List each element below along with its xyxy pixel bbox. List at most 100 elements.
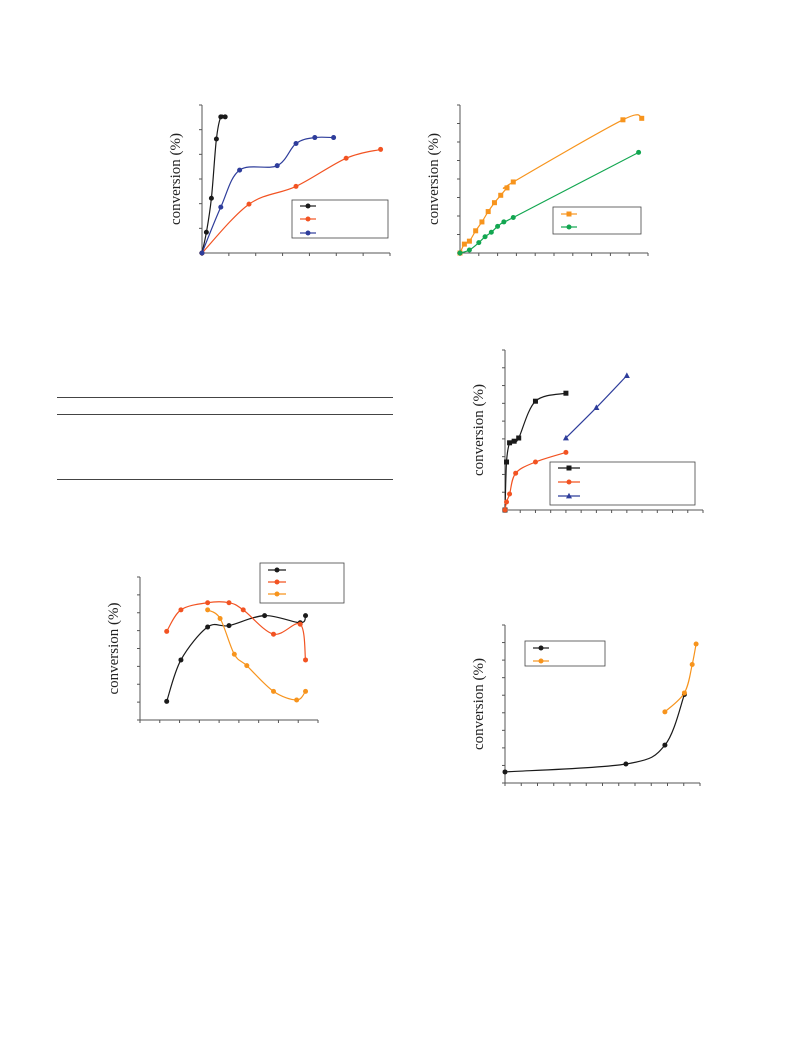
- data-point-red: [343, 155, 349, 161]
- legend-marker-blue: [566, 492, 572, 499]
- legend-box: [524, 640, 606, 667]
- data-point-black: [623, 761, 629, 767]
- chart-panel-5: conversion (%): [471, 624, 701, 786]
- chart-panel-4: conversion (%): [106, 562, 345, 723]
- data-point-orange: [217, 615, 223, 621]
- data-point-red: [303, 657, 309, 663]
- data-point-orange: [479, 219, 485, 225]
- y-axis-label: conversion (%): [471, 658, 487, 750]
- series-black: [502, 692, 687, 775]
- chart-panel-1: conversion (%): [168, 104, 391, 256]
- data-point-black: [532, 398, 538, 404]
- data-point-red: [378, 146, 384, 152]
- data-point-orange: [473, 228, 479, 234]
- legend-marker-red: [274, 579, 280, 585]
- data-point-orange: [693, 641, 699, 647]
- table-top-rule: [57, 397, 393, 398]
- series-line-orange: [664, 643, 697, 713]
- data-point-red: [504, 499, 510, 505]
- data-point-orange: [681, 690, 687, 696]
- data-point-blue: [218, 204, 224, 210]
- data-point-black: [511, 438, 517, 444]
- data-point-black: [507, 440, 513, 446]
- data-point-green: [501, 219, 507, 225]
- series-red: [502, 449, 569, 513]
- legend-box: [552, 206, 642, 235]
- table-bottom-rule: [57, 479, 393, 480]
- data-point-blue: [593, 404, 600, 410]
- data-point-red: [246, 201, 252, 207]
- series-line-orange: [207, 609, 306, 701]
- data-point-blue: [331, 135, 337, 141]
- legend-marker-orange: [538, 658, 544, 664]
- legend-box: [259, 562, 345, 604]
- data-point-orange: [294, 697, 300, 703]
- legend-marker-green: [566, 224, 572, 230]
- series-black: [164, 613, 309, 704]
- legend-marker-black: [305, 203, 311, 209]
- legend: [549, 461, 696, 506]
- data-point-blue: [274, 163, 280, 169]
- data-point-green: [495, 223, 501, 229]
- data-point-blue: [293, 140, 299, 146]
- legend-marker-black: [566, 465, 572, 471]
- series-blue: [562, 372, 630, 441]
- y-axis-label: conversion (%): [426, 133, 442, 225]
- series-red: [164, 600, 309, 663]
- data-point-red: [513, 470, 519, 476]
- data-point-blue: [312, 135, 318, 141]
- chart-panel-3: conversion (%): [471, 349, 704, 513]
- data-point-blue: [199, 250, 205, 256]
- legend: [552, 206, 642, 235]
- legend-marker-blue: [305, 230, 311, 236]
- series-blue: [199, 135, 337, 256]
- data-point-red: [205, 600, 211, 606]
- data-point-black: [178, 657, 184, 663]
- data-point-red: [178, 607, 184, 613]
- data-point-black: [262, 613, 268, 619]
- data-point-black: [662, 742, 668, 748]
- table-header-rule: [57, 414, 393, 415]
- data-point-orange: [689, 662, 695, 667]
- data-point-red: [226, 600, 232, 606]
- series-green: [457, 149, 642, 256]
- data-point-green: [457, 250, 463, 256]
- data-point-orange: [639, 115, 645, 121]
- legend-marker-red: [305, 216, 311, 222]
- data-point-black: [516, 435, 522, 441]
- data-point-black: [203, 229, 209, 235]
- data-point-black: [502, 769, 508, 775]
- data-point-black: [563, 390, 569, 396]
- data-point-black: [226, 623, 232, 629]
- data-point-red: [502, 507, 508, 513]
- data-point-black: [303, 613, 309, 619]
- data-point-blue: [237, 167, 243, 173]
- series-line-black: [504, 694, 685, 773]
- series-orange: [662, 641, 699, 715]
- data-point-orange: [485, 209, 491, 215]
- data-point-green: [476, 240, 482, 246]
- data-point-orange: [466, 238, 472, 244]
- data-point-green: [636, 149, 642, 155]
- y-axis-label: conversion (%): [106, 602, 122, 694]
- data-point-orange: [620, 117, 626, 123]
- data-point-red: [563, 449, 569, 455]
- data-point-black: [164, 698, 170, 704]
- data-point-red: [164, 628, 170, 634]
- data-point-black: [208, 195, 214, 201]
- series-orange: [205, 607, 309, 703]
- legend-marker-black: [538, 645, 544, 651]
- data-point-black: [504, 459, 510, 465]
- legend-marker-orange: [566, 211, 572, 217]
- legend: [259, 562, 345, 604]
- data-point-red: [293, 183, 299, 189]
- data-point-orange: [231, 651, 237, 657]
- data-point-orange: [504, 185, 510, 191]
- data-point-orange: [244, 663, 250, 669]
- data-point-orange: [510, 179, 516, 185]
- data-point-green: [488, 229, 494, 235]
- data-point-red: [297, 621, 303, 627]
- data-point-red: [532, 459, 538, 465]
- data-point-green: [466, 247, 472, 253]
- data-point-orange: [662, 709, 668, 715]
